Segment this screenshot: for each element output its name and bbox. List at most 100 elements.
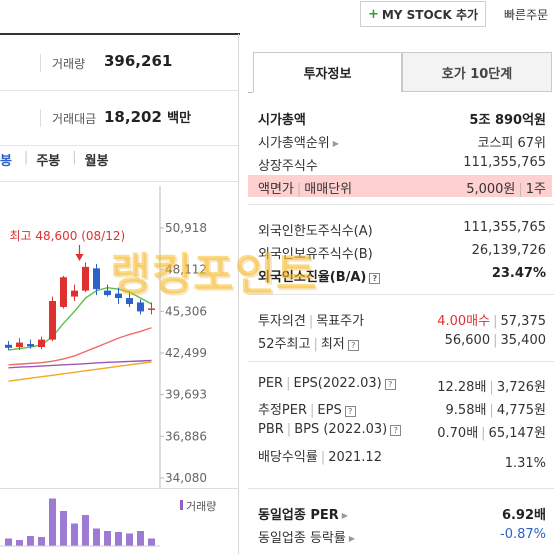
trade-amount-value: 18,202 bbox=[104, 108, 162, 126]
y-tick-label: 45,306 bbox=[165, 304, 207, 318]
help-icon[interactable]: ? bbox=[347, 340, 359, 351]
foreign-hold-label: 외국인보유주식수(B) bbox=[258, 247, 373, 262]
industry-per-label: 동일업종 PER bbox=[258, 508, 339, 523]
help-icon[interactable]: ? bbox=[390, 425, 402, 436]
per-value: 12.28배 bbox=[437, 380, 487, 395]
tab-baseline-left bbox=[248, 92, 253, 93]
y-tick-label: 39,693 bbox=[165, 388, 207, 402]
divider bbox=[40, 109, 41, 127]
foreign-ratio-value: 23.47% bbox=[491, 266, 546, 281]
week52-low-value: 35,400 bbox=[500, 333, 547, 348]
rank-label: 시가총액순위 bbox=[258, 136, 330, 151]
industry-change-row[interactable]: 동일업종 등락률 ▶ -0.87% bbox=[248, 524, 552, 546]
opinion-label-wrap: 투자의견 | 목표주가 bbox=[258, 310, 364, 329]
help-icon[interactable]: ? bbox=[384, 379, 396, 390]
industry-change-value: -0.87% bbox=[500, 527, 546, 542]
foreign-ratio-label: 외국인소진율(B/A) bbox=[258, 270, 367, 285]
candle-body bbox=[49, 301, 56, 340]
candle-body bbox=[148, 308, 155, 310]
divider: | bbox=[286, 376, 291, 391]
eps-value: 3,726원 bbox=[496, 380, 546, 395]
market-cap-value: 5조 890억원 bbox=[469, 113, 546, 128]
volume-bar bbox=[93, 528, 100, 546]
help-icon[interactable]: ? bbox=[369, 273, 381, 284]
foreign-limit-value: 111,355,765 bbox=[463, 220, 546, 235]
quick-order-button[interactable]: 빠른주문 bbox=[504, 8, 549, 22]
divider: | bbox=[23, 150, 29, 165]
week52-value-wrap: 56,600 | 35,400 bbox=[445, 333, 546, 348]
divider: | bbox=[493, 314, 498, 329]
volume-bar bbox=[16, 540, 23, 546]
industry-change-label: 동일업종 등락률 bbox=[258, 531, 346, 546]
candle-body bbox=[93, 268, 100, 290]
listed-shares-row: 상장주식수 111,355,765 bbox=[248, 152, 552, 174]
shares-label: 상장주식수 bbox=[258, 159, 318, 174]
par-value-wrap: 5,000원 | 1주 bbox=[466, 178, 546, 197]
opinion-label: 투자의견 bbox=[258, 314, 306, 329]
par-label-wrap: 액면가 | 매매단위 bbox=[258, 178, 352, 197]
volume-label: 거래량 bbox=[52, 57, 86, 71]
triangle-right-icon: ▶ bbox=[332, 139, 339, 148]
tab-weekly[interactable]: 주봉 bbox=[36, 154, 61, 169]
per-row: PER | EPS(2022.03)? 12.28배 | 3,726원 bbox=[248, 373, 552, 395]
dividend-value: 1.31% bbox=[504, 456, 546, 471]
pbr-label-wrap: PBR | BPS (2022.03)? bbox=[258, 422, 402, 437]
dividend-date: 2021.12 bbox=[328, 450, 382, 465]
volume-bar bbox=[27, 536, 34, 546]
par-value: 5,000원 bbox=[466, 182, 516, 197]
volume-legend-label: 거래량 bbox=[186, 500, 216, 513]
trade-amount-value-wrap: 18,202 백만 bbox=[104, 107, 191, 126]
ma120-line bbox=[8, 361, 152, 382]
foreign-limit-label: 외국인한도주식수(A) bbox=[258, 224, 373, 239]
divider: | bbox=[493, 333, 498, 348]
triangle-right-icon: ▶ bbox=[341, 511, 348, 520]
est-per-row: 추정PER | EPS? 9.58배 | 4,775원 bbox=[248, 396, 552, 418]
opinion-row: 투자의견 | 목표주가 4.00매수 | 57,375 bbox=[248, 307, 552, 329]
plus-icon: + bbox=[367, 6, 379, 22]
divider: | bbox=[313, 337, 318, 352]
ma20-line bbox=[8, 327, 152, 366]
volume-bar bbox=[104, 531, 111, 546]
pbr-value-wrap: 0.70배 | 65,147원 bbox=[437, 422, 546, 441]
volume-divider bbox=[0, 488, 238, 489]
pbr-label: PBR bbox=[258, 422, 284, 437]
triangle-right-icon: ▶ bbox=[348, 534, 356, 543]
industry-change-label-wrap: 동일업종 등락률 ▶ bbox=[258, 527, 355, 546]
divider: | bbox=[481, 426, 486, 441]
candle-body bbox=[137, 302, 144, 312]
dividend-label: 배당수익률 bbox=[258, 450, 318, 465]
volume-bar bbox=[49, 498, 56, 546]
candle-body bbox=[126, 298, 133, 304]
y-tick-label: 42,499 bbox=[165, 346, 207, 360]
price-chart[interactable]: 50,918 48,112 45,306 42,499 39,693 36,886 34,0… bbox=[0, 186, 238, 554]
volume-legend-swatch bbox=[180, 500, 183, 510]
target-price-value: 57,375 bbox=[500, 314, 547, 329]
help-icon[interactable]: ? bbox=[344, 406, 356, 417]
industry-per-row[interactable]: 동일업종 PER ▶ 6.92배 bbox=[248, 501, 552, 523]
divider: | bbox=[489, 403, 494, 418]
dividend-label-wrap: 배당수익률 | 2021.12 bbox=[258, 446, 382, 465]
bps-label: BPS (2022.03) bbox=[294, 422, 388, 437]
per-value-wrap: 12.28배 | 3,726원 bbox=[437, 376, 546, 395]
watermark: 랭킹포인트 bbox=[110, 249, 318, 300]
tab-daily[interactable]: 일봉 bbox=[0, 154, 12, 169]
tab-order-book-10[interactable]: 호가 10단계 bbox=[402, 52, 552, 92]
tab-investment-info[interactable]: 투자정보 bbox=[253, 52, 402, 92]
volume-value: 396,261 bbox=[104, 52, 173, 70]
eps-label: EPS(2022.03) bbox=[293, 376, 382, 391]
divider: | bbox=[489, 380, 494, 395]
candle-body bbox=[82, 266, 89, 291]
est-eps-value: 4,775원 bbox=[496, 403, 546, 418]
candle-body bbox=[38, 339, 45, 348]
market-cap-rank-row[interactable]: 시가총액순위 ▶ 코스피 67위 bbox=[248, 129, 552, 151]
trade-unit-label: 매매단위 bbox=[304, 182, 353, 197]
opinion-value-wrap: 4.00매수 | 57,375 bbox=[437, 310, 546, 329]
volume-bar bbox=[148, 538, 155, 546]
target-price-label: 목표주가 bbox=[316, 314, 365, 329]
ma60-line bbox=[8, 359, 152, 369]
volume-bar bbox=[71, 523, 78, 546]
panel-divider bbox=[238, 34, 239, 554]
tab-monthly[interactable]: 월봉 bbox=[84, 154, 109, 169]
add-my-stock-button[interactable]: + MY STOCK 추가 bbox=[360, 1, 486, 27]
industry-per-value: 6.92배 bbox=[501, 508, 546, 523]
